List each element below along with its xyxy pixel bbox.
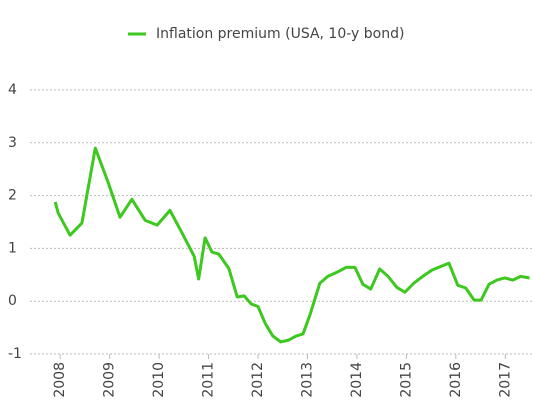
x-tick-label: 2010 [151,362,167,398]
x-tick-label: 2014 [349,362,365,398]
x-tick-label: 2009 [102,362,118,398]
x-tick-label: 2008 [52,362,68,398]
y-tick-label: 0 [8,293,17,309]
x-tick-label: 2012 [250,362,266,398]
y-tick-label: 4 [8,82,17,98]
x-tick-label: 2013 [299,362,315,398]
data-line [53,146,530,344]
x-tick-label: 2017 [497,362,513,398]
x-tick-label: 2016 [448,362,464,398]
x-tick-label: 2015 [398,362,414,398]
y-tick-label: 3 [8,135,17,151]
y-tick-label: 2 [8,188,17,204]
y-tick-label: 1 [8,240,17,256]
x-tick-label: 2011 [201,362,217,398]
y-tick-label: -1 [8,346,22,362]
legend-label: Inflation premium (USA, 10-y bond) [156,26,404,42]
